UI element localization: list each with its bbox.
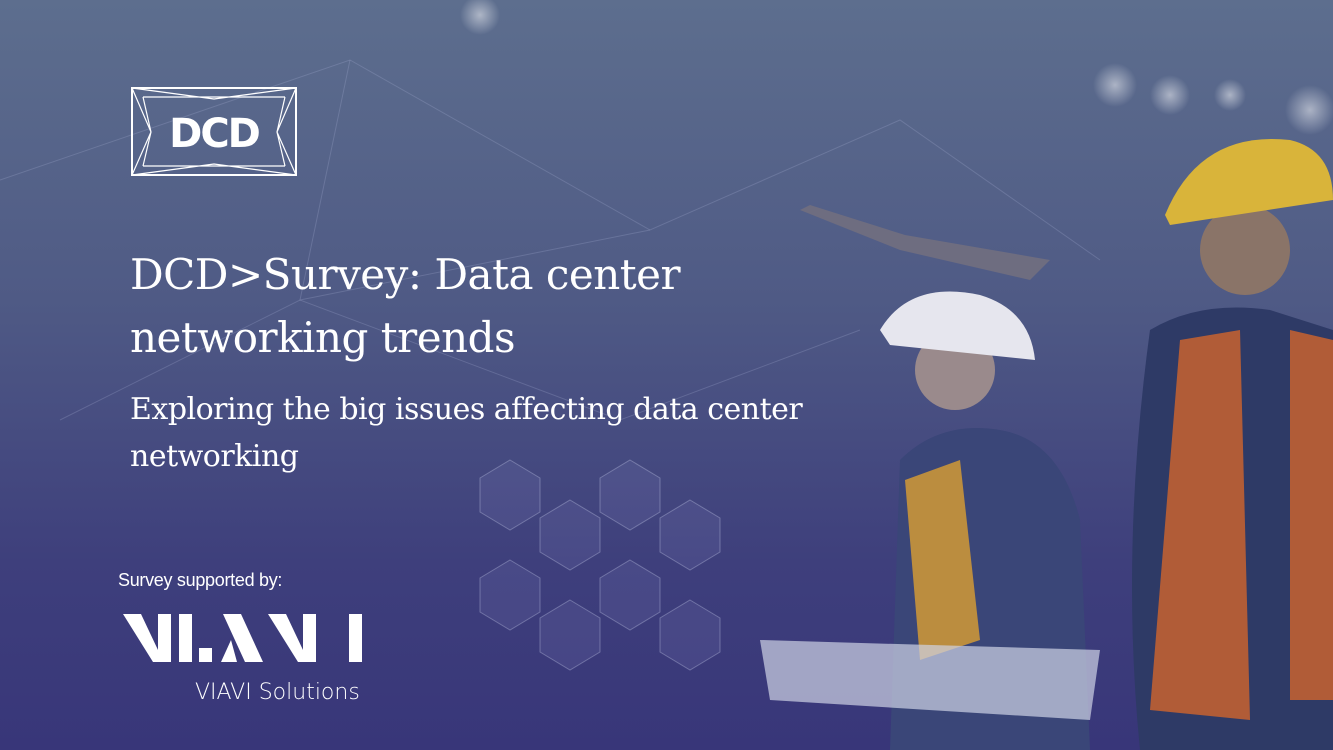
- page-title: DCD>Survey: Data center networking trend…: [130, 250, 681, 362]
- page-subtitle: Exploring the big issues affecting data …: [130, 392, 803, 474]
- viavi-logo: [123, 614, 362, 662]
- dcd-logo: DCD: [131, 87, 297, 176]
- bokeh-lights: [460, 0, 1333, 135]
- sponsor-name: VIAVI Solutions: [195, 680, 360, 705]
- sponsor-label: Survey supported by:: [118, 570, 283, 590]
- hexagon-icons: [479, 459, 721, 671]
- engineers-illustration: [760, 138, 1333, 750]
- dcd-logo-text: DCD: [169, 111, 260, 157]
- network-lines: [0, 59, 1101, 421]
